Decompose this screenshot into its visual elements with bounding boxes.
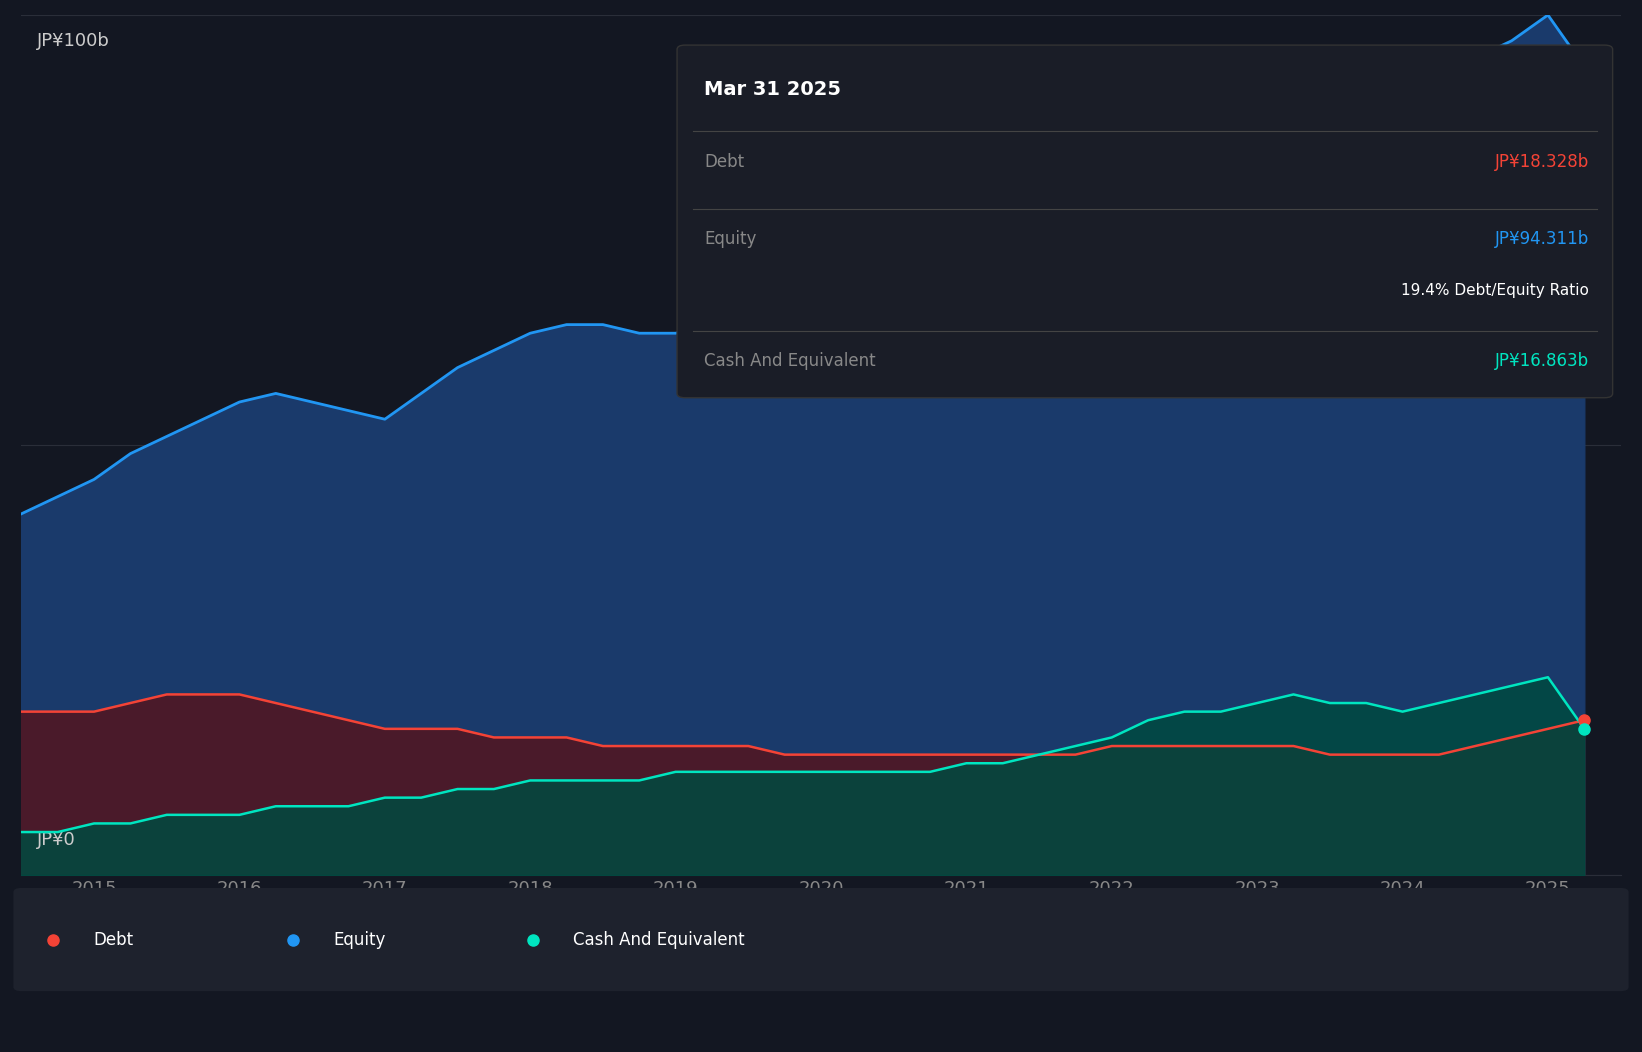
Text: JP¥94.311b: JP¥94.311b <box>1494 230 1589 248</box>
Text: Equity: Equity <box>333 931 386 949</box>
Text: 19.4% Debt/Equity Ratio: 19.4% Debt/Equity Ratio <box>1401 283 1589 299</box>
FancyBboxPatch shape <box>677 45 1612 398</box>
Text: JP¥18.328b: JP¥18.328b <box>1494 153 1589 170</box>
Text: Debt: Debt <box>94 931 133 949</box>
Text: Equity: Equity <box>704 230 757 248</box>
FancyBboxPatch shape <box>13 888 1629 991</box>
Text: Cash And Equivalent: Cash And Equivalent <box>704 352 875 370</box>
Text: JP¥100b: JP¥100b <box>38 33 110 50</box>
Text: Cash And Equivalent: Cash And Equivalent <box>573 931 745 949</box>
Text: Mar 31 2025: Mar 31 2025 <box>704 80 841 99</box>
Text: Debt: Debt <box>704 153 744 170</box>
Text: JP¥0: JP¥0 <box>38 831 76 849</box>
Text: JP¥16.863b: JP¥16.863b <box>1494 352 1589 370</box>
